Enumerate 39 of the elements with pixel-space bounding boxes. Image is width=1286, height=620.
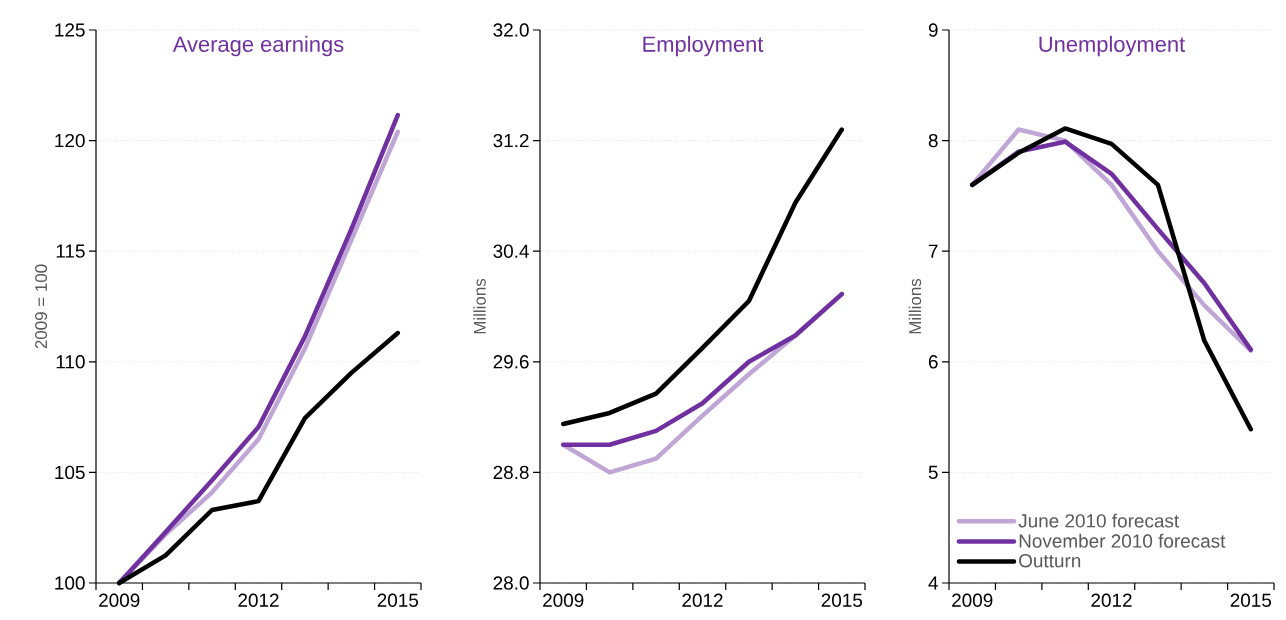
- line-series: [560, 291, 845, 447]
- y-tick-label: 105: [55, 465, 85, 480]
- y-tick-label: 5: [928, 465, 938, 480]
- x-tick-label: 2015: [377, 593, 419, 607]
- y-tick-label: 125: [55, 23, 85, 37]
- y-tick-label: 115: [56, 244, 85, 258]
- x-tick-label: 2012: [238, 593, 279, 607]
- y-tick-label: 110: [56, 355, 85, 369]
- legend-label: November 2010 forecast: [1019, 533, 1226, 548]
- y-tick-label: 28.8: [493, 465, 529, 480]
- y-tick-label: 8: [928, 133, 938, 148]
- x-tick-label: 2009: [99, 593, 140, 607]
- chart-title: Average earnings: [172, 35, 344, 57]
- y-tick-label: 100: [55, 576, 85, 590]
- legend-label: Outturn: [1019, 554, 1081, 568]
- y-tick-label: 29.6: [493, 355, 529, 369]
- y-tick-label: 4: [928, 576, 938, 590]
- legend-label: June 2010 forecast: [1018, 513, 1180, 528]
- y-tick-label: 28.0: [493, 576, 529, 590]
- x-tick-label: 2009: [543, 593, 584, 607]
- x-tick-label: 2015: [821, 593, 863, 607]
- line-series: [560, 127, 845, 427]
- x-tick-label: 2015: [1230, 593, 1272, 607]
- y-axis-title: Millions: [908, 278, 922, 334]
- chart-title: Unemployment: [1039, 35, 1186, 57]
- x-tick-label: 2009: [952, 593, 993, 607]
- y-tick-label: 7: [928, 244, 938, 258]
- y-tick-label: 32.0: [493, 23, 529, 37]
- chart-title: Employment: [643, 35, 764, 57]
- x-tick-label: 2012: [1091, 593, 1132, 607]
- y-axis-title: 2009 = 100: [35, 264, 48, 349]
- x-tick-label: 2012: [682, 593, 723, 607]
- y-tick-label: 120: [55, 133, 85, 148]
- line-series: [969, 126, 1254, 432]
- y-axis-title: Millions: [473, 278, 486, 334]
- y-tick-label: 30.4: [493, 244, 529, 258]
- y-tick-label: 9: [928, 23, 938, 37]
- y-tick-label: 31.2: [493, 133, 529, 148]
- y-tick-label: 6: [928, 355, 938, 369]
